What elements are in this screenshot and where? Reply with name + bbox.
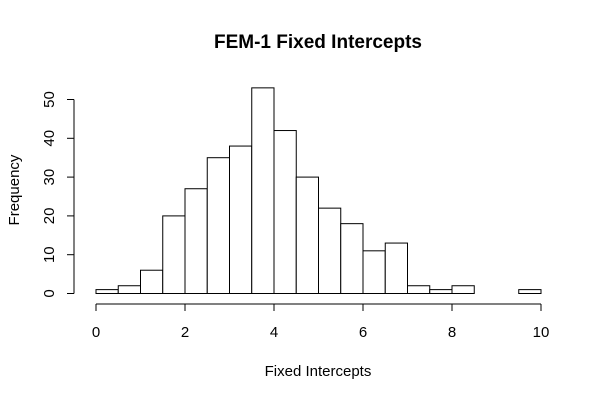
y-tick-label: 10 <box>41 246 58 263</box>
histogram-bar <box>95 289 119 294</box>
histogram-bar <box>117 285 141 294</box>
histogram-bar <box>407 285 431 294</box>
y-axis-label: Frequency <box>6 154 23 225</box>
histogram-bar <box>184 188 208 295</box>
y-tick-label: 50 <box>41 91 58 108</box>
x-tick-label: 2 <box>181 324 189 341</box>
y-tick-label: 40 <box>41 130 58 147</box>
histogram-bar <box>362 250 386 295</box>
y-axis: 0 10 20 30 40 50 <box>41 91 75 298</box>
x-tick-label: 6 <box>359 324 367 341</box>
histogram-bar <box>140 269 164 295</box>
x-tick-label: 10 <box>533 324 550 341</box>
histogram-bar <box>229 145 253 294</box>
x-tick-label: 8 <box>448 324 456 341</box>
histogram-bar <box>518 289 542 294</box>
histogram-bar <box>451 285 475 294</box>
histogram-bar <box>340 223 364 294</box>
x-tick-label: 4 <box>270 324 278 341</box>
y-tick-label: 20 <box>41 208 58 225</box>
histogram-bar <box>295 176 319 295</box>
histogram-bar <box>251 87 275 294</box>
x-tick-label: 0 <box>92 324 100 341</box>
x-axis-label: Fixed Intercepts <box>265 363 372 380</box>
histogram-bar <box>206 157 230 294</box>
bars-group <box>95 87 542 295</box>
histogram-bar <box>318 207 342 294</box>
histogram-bar <box>384 242 408 294</box>
y-tick-label: 0 <box>41 289 58 297</box>
y-tick-label: 30 <box>41 169 58 186</box>
chart-title: FEM-1 Fixed Intercepts <box>214 32 422 53</box>
histogram-bar <box>429 289 453 294</box>
histogram-bar <box>162 215 186 294</box>
histogram-bar <box>273 130 297 294</box>
x-axis: 0 2 4 6 8 10 <box>92 303 550 341</box>
